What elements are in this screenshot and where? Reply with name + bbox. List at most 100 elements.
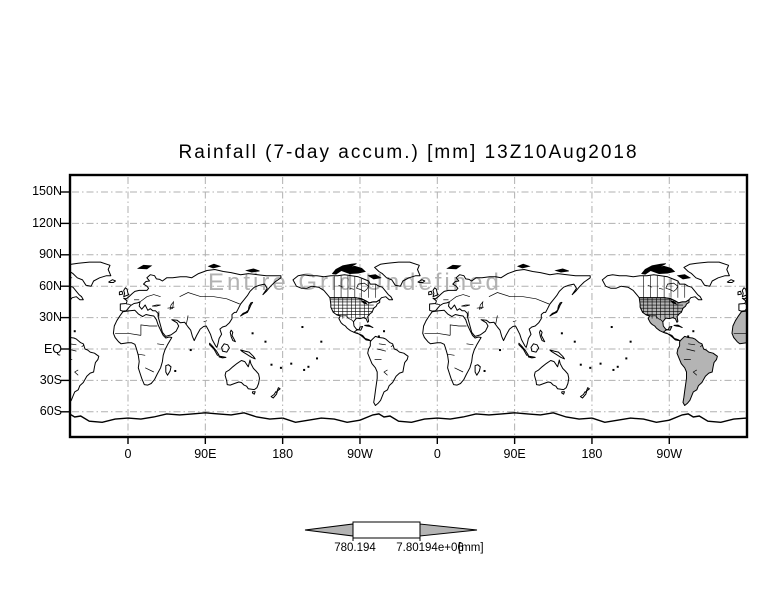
island-dot (612, 368, 615, 371)
coastline-ireland (118, 290, 124, 296)
border-line (658, 287, 664, 290)
island-dot (189, 349, 192, 352)
coastline-eurasia (429, 269, 591, 348)
coastline-greenland (683, 261, 730, 287)
coastline-cuba (673, 324, 683, 328)
border-line (336, 314, 354, 323)
coastline-iceland (108, 279, 116, 283)
border-line (760, 325, 776, 336)
coastline-cuba (55, 325, 63, 327)
y-tick-label: 30N (39, 310, 62, 325)
coastline-sumatra (518, 342, 529, 356)
island-dot (307, 365, 310, 368)
border-line (771, 305, 780, 306)
colorbar-left-arrow (304, 523, 354, 537)
coastline-uk (123, 287, 130, 298)
coastline-tasmania (251, 391, 256, 395)
coastline-java (527, 355, 536, 359)
coastline-cuba (364, 324, 374, 328)
coastline-africa (112, 309, 173, 386)
coastline-greenland (374, 261, 421, 287)
island-dot (692, 330, 695, 333)
island-dot (303, 368, 306, 371)
border-line (140, 324, 158, 336)
coastline-uk (432, 287, 439, 298)
coastline-central-america (353, 331, 371, 342)
x-tick-label: 90W (347, 447, 373, 461)
coastline-australia (224, 359, 260, 391)
coastline-phil (539, 329, 546, 343)
border-line (449, 294, 471, 303)
colorbar-units-label: [mm] (458, 542, 484, 554)
colorbar-max-label: 7.80194e+06 (396, 542, 464, 554)
coastline-australia (533, 359, 570, 391)
coastline-ireland (428, 290, 433, 296)
coastline-java (218, 355, 227, 359)
island-dot (270, 363, 273, 366)
arctic-islands (517, 263, 531, 269)
border-line (646, 314, 664, 323)
y-tick-label: 150N (32, 184, 62, 199)
border-line (169, 300, 175, 310)
coastline-newguinea (549, 349, 565, 360)
coastline-ireland (737, 290, 742, 296)
border-line (435, 303, 440, 305)
border-line (512, 320, 517, 323)
coastline-antarctica (282, 412, 593, 424)
border-line (759, 295, 780, 302)
border-line (383, 369, 388, 376)
coastline-sumatra (209, 342, 220, 356)
border-line (349, 287, 355, 290)
y-tick-label: 60N (39, 278, 62, 293)
world-map-layer (55, 261, 780, 424)
border-line (686, 348, 696, 352)
coastline-japan (549, 301, 563, 317)
island-dot (499, 349, 502, 352)
usa-state-borders (329, 297, 374, 319)
arctic-islands (641, 263, 666, 275)
border-line (139, 294, 161, 303)
coastline-greenland (70, 261, 112, 287)
arctic-islands (331, 263, 357, 275)
border-line (476, 306, 484, 309)
arctic-islands (245, 268, 260, 273)
island-dot (599, 362, 602, 365)
y-tick-label: 90N (39, 247, 62, 262)
border-line (356, 282, 370, 292)
border-line (764, 368, 773, 372)
coastline-tasmania (561, 391, 565, 395)
coastline-canada (601, 274, 703, 304)
island-dot (174, 369, 177, 372)
border-line (157, 343, 165, 346)
border-line (488, 292, 550, 305)
coastline-south-america (676, 335, 718, 406)
coastline-borneo (530, 343, 540, 353)
border-line (466, 343, 474, 346)
island-dot (316, 357, 319, 360)
plot-frame (68, 173, 749, 439)
coastline-antarctica (70, 412, 283, 424)
border-line (699, 344, 704, 348)
axis-tick-marks (61, 191, 670, 444)
island-dot (579, 363, 582, 366)
border-line (665, 282, 679, 292)
border-line (478, 300, 484, 310)
x-tick-label: 90E (503, 447, 526, 461)
arctic-islands (136, 264, 153, 270)
island-dot (560, 332, 563, 335)
coastline-antarctica (591, 413, 747, 424)
coastline-phil (229, 329, 236, 343)
arctic-islands (676, 274, 692, 280)
arctic-islands (207, 263, 222, 269)
arctic-islands (757, 265, 770, 269)
coastline-nz (579, 387, 590, 399)
border-line (126, 303, 131, 305)
colorbar (304, 521, 478, 541)
border-line (378, 343, 386, 346)
border-line (338, 284, 343, 288)
map-repetition (282, 261, 593, 424)
coastline-iceland (417, 279, 426, 283)
border-line (179, 292, 240, 305)
